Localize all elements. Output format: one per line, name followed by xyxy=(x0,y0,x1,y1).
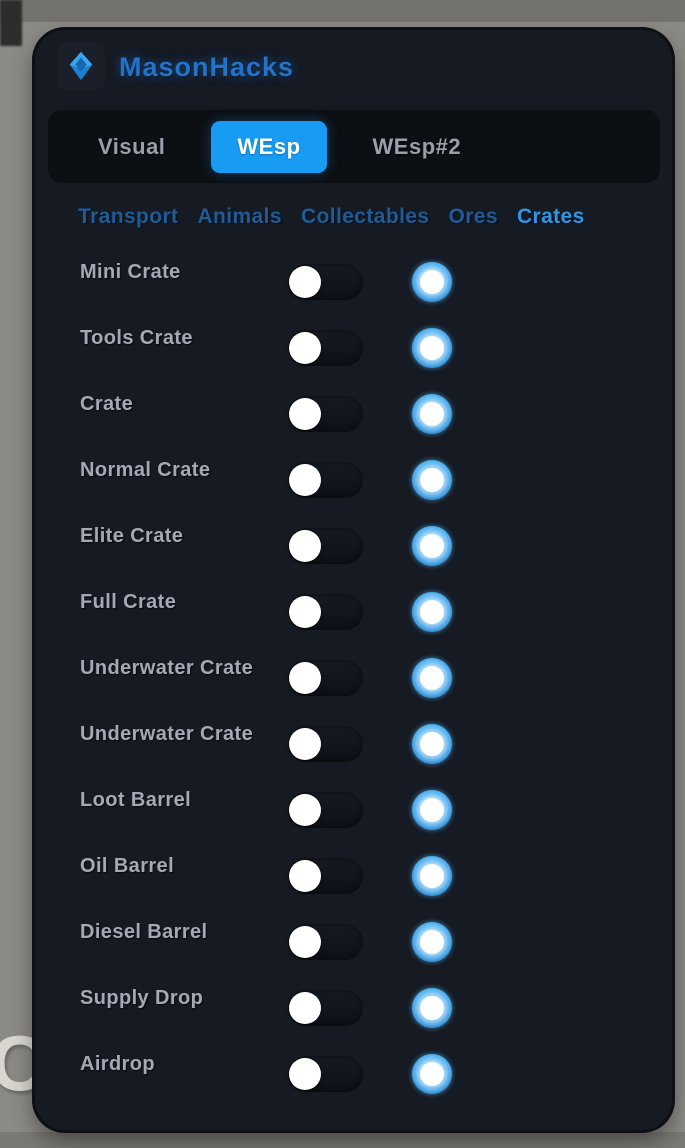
feature-label: Diesel Barrel xyxy=(80,921,208,943)
tab-wesp2[interactable]: WEsp#2 xyxy=(372,133,462,159)
toggle-knob xyxy=(289,794,321,826)
feature-row-normal-crate: Normal Crate xyxy=(35,446,672,512)
color-picker-center xyxy=(420,996,444,1020)
cheat-menu-panel: MasonHacks Visual WEsp WEsp#2 Transport Ani… xyxy=(35,30,672,1130)
feature-list: Mini Crate Tools Crate Crate Normal Crate El… xyxy=(35,248,672,1106)
color-picker-center xyxy=(420,864,444,888)
feature-label: Tools Crate xyxy=(80,327,193,349)
feature-label: Oil Barrel xyxy=(80,855,175,877)
color-picker-underwater-crate[interactable] xyxy=(412,658,452,698)
feature-row-elite-crate: Elite Crate xyxy=(35,512,672,578)
toggle-switch-mini-crate[interactable] xyxy=(288,264,363,300)
toggle-knob xyxy=(289,266,321,298)
toggle-knob xyxy=(289,332,321,364)
background-bottom-shade xyxy=(0,1132,685,1148)
toggle-knob xyxy=(289,860,321,892)
toggle-switch-airdrop[interactable] xyxy=(288,1056,363,1092)
toggle-knob xyxy=(289,530,321,562)
color-picker-underwater-crate[interactable] xyxy=(412,724,452,764)
feature-label: Loot Barrel xyxy=(80,789,192,811)
toggle-knob xyxy=(289,1058,321,1090)
feature-row-oil-barrel: Oil Barrel xyxy=(35,842,672,908)
app-logo xyxy=(57,42,105,90)
feature-label: Elite Crate xyxy=(80,525,184,547)
app-title: MasonHacks xyxy=(119,52,295,82)
color-picker-center xyxy=(420,798,444,822)
feature-label: Normal Crate xyxy=(80,459,211,481)
feature-row-underwater-crate: Underwater Crate xyxy=(35,644,672,710)
toggle-switch-elite-crate[interactable] xyxy=(288,528,363,564)
toggle-switch-supply-drop[interactable] xyxy=(288,990,363,1026)
color-picker-center xyxy=(420,534,444,558)
background-top-strip xyxy=(0,0,685,22)
toggle-switch-underwater-crate[interactable] xyxy=(288,726,363,762)
feature-row-loot-barrel: Loot Barrel xyxy=(35,776,672,842)
subtab-bar: Transport Animals Collectables Ores Crates xyxy=(78,205,585,229)
color-picker-center xyxy=(420,666,444,690)
background-dark-corner xyxy=(0,0,22,46)
feature-row-supply-drop: Supply Drop xyxy=(35,974,672,1040)
subtab-animals[interactable]: Animals xyxy=(197,205,282,228)
color-picker-tools-crate[interactable] xyxy=(412,328,452,368)
color-picker-mini-crate[interactable] xyxy=(412,262,452,302)
subtab-collectables[interactable]: Collectables xyxy=(300,205,430,228)
feature-row-crate: Crate xyxy=(35,380,672,446)
color-picker-center xyxy=(420,468,444,492)
color-picker-center xyxy=(420,600,444,624)
feature-label: Airdrop xyxy=(80,1053,156,1075)
toggle-switch-diesel-barrel[interactable] xyxy=(288,924,363,960)
color-picker-crate[interactable] xyxy=(412,394,452,434)
tab-wesp[interactable]: WEsp xyxy=(211,120,327,173)
color-picker-full-crate[interactable] xyxy=(412,592,452,632)
tab-bar: Visual WEsp WEsp#2 xyxy=(48,110,660,183)
subtab-crates[interactable]: Crates xyxy=(516,205,585,228)
toggle-knob xyxy=(289,926,321,958)
feature-row-tools-crate: Tools Crate xyxy=(35,314,672,380)
color-picker-elite-crate[interactable] xyxy=(412,526,452,566)
color-picker-center xyxy=(420,732,444,756)
toggle-knob xyxy=(289,398,321,430)
feature-label: Underwater Crate xyxy=(80,723,254,745)
feature-row-diesel-barrel: Diesel Barrel xyxy=(35,908,672,974)
feature-label: Crate xyxy=(80,393,134,415)
color-picker-center xyxy=(420,1062,444,1086)
feature-label: Mini Crate xyxy=(80,261,181,283)
color-picker-normal-crate[interactable] xyxy=(412,460,452,500)
color-picker-center xyxy=(420,402,444,426)
toggle-switch-tools-crate[interactable] xyxy=(288,330,363,366)
toggle-switch-underwater-crate[interactable] xyxy=(288,660,363,696)
toggle-knob xyxy=(289,662,321,694)
feature-row-mini-crate: Mini Crate xyxy=(35,248,672,314)
color-picker-oil-barrel[interactable] xyxy=(412,856,452,896)
color-picker-center xyxy=(420,930,444,954)
toggle-knob xyxy=(289,464,321,496)
subtab-transport[interactable]: Transport xyxy=(78,205,179,228)
color-picker-supply-drop[interactable] xyxy=(412,988,452,1028)
tab-visual[interactable]: Visual xyxy=(98,133,166,159)
subtab-ores[interactable]: Ores xyxy=(448,205,498,228)
color-picker-center xyxy=(420,270,444,294)
feature-label: Supply Drop xyxy=(80,987,204,1009)
toggle-knob xyxy=(289,728,321,760)
toggle-knob xyxy=(289,596,321,628)
toggle-switch-normal-crate[interactable] xyxy=(288,462,363,498)
color-picker-center xyxy=(420,336,444,360)
toggle-switch-oil-barrel[interactable] xyxy=(288,858,363,894)
color-picker-loot-barrel[interactable] xyxy=(412,790,452,830)
feature-label: Full Crate xyxy=(80,591,177,613)
toggle-switch-loot-barrel[interactable] xyxy=(288,792,363,828)
toggle-switch-full-crate[interactable] xyxy=(288,594,363,630)
feature-row-underwater-crate: Underwater Crate xyxy=(35,710,672,776)
feature-label: Underwater Crate xyxy=(80,657,254,679)
toggle-knob xyxy=(289,992,321,1024)
color-picker-airdrop[interactable] xyxy=(412,1054,452,1094)
feature-row-full-crate: Full Crate xyxy=(35,578,672,644)
toggle-switch-crate[interactable] xyxy=(288,396,363,432)
color-picker-diesel-barrel[interactable] xyxy=(412,922,452,962)
gem-icon xyxy=(64,49,98,83)
feature-row-airdrop: Airdrop xyxy=(35,1040,672,1106)
